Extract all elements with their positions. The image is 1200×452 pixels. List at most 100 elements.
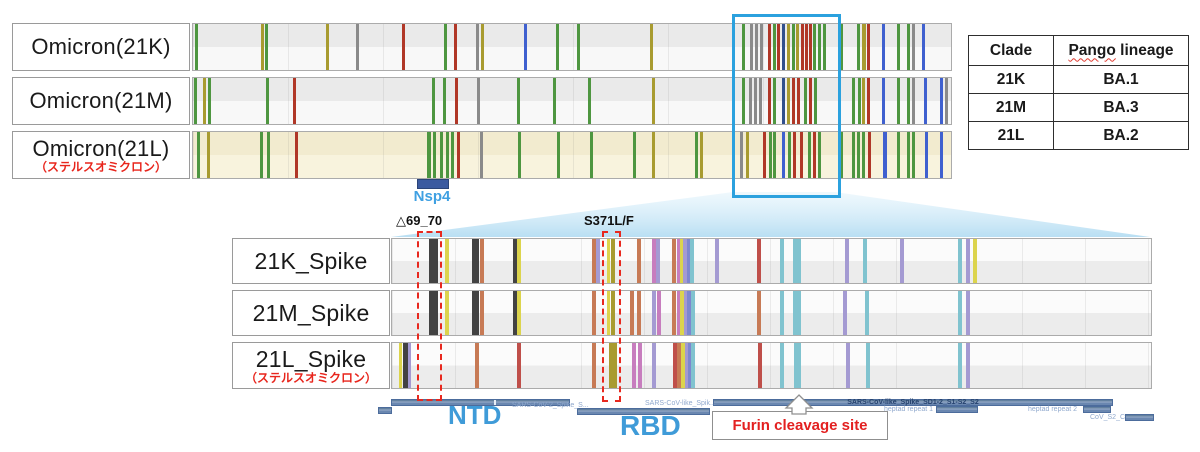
lineage-cell: BA.2 xyxy=(1053,121,1189,150)
mutation-bar xyxy=(587,78,591,124)
mutation-bar xyxy=(759,24,763,70)
mutation-bar xyxy=(632,343,637,388)
mutation-bar xyxy=(577,24,581,70)
mutation-bar xyxy=(912,132,916,178)
mutation-bar xyxy=(966,343,971,388)
mutation-bar xyxy=(513,291,518,335)
mutation-bar xyxy=(403,343,410,388)
spike-region-highlight-box xyxy=(732,14,841,198)
furin-cleavage-site-box: Furin cleavage site xyxy=(712,411,888,440)
mutation-bar xyxy=(655,239,660,283)
ntd-tiny-label: SARS-CoV-2_Spike_S... xyxy=(512,402,589,409)
header-pango-lineage: Pango lineage xyxy=(1053,35,1189,66)
mutation-bar xyxy=(652,239,657,283)
track-label-text: Omicron(21M) xyxy=(29,88,173,114)
del69-70-dashed-box xyxy=(417,231,442,401)
mutation-bar xyxy=(454,24,458,70)
mutation-bar xyxy=(781,132,785,178)
mutation-bar xyxy=(840,132,844,178)
mutation-bar xyxy=(439,132,443,178)
mutation-bar xyxy=(867,78,871,124)
mutation-bar xyxy=(607,291,611,335)
mutation-bar xyxy=(690,291,695,335)
mutation-bar xyxy=(607,239,611,283)
mutation-bar xyxy=(809,78,812,124)
mutation-bar xyxy=(407,343,411,388)
s371-dashed-box xyxy=(602,231,621,402)
mutation-bar xyxy=(479,291,484,335)
mutation-bar xyxy=(677,239,682,283)
mutation-bar xyxy=(699,132,703,178)
mutation-bar xyxy=(680,239,685,283)
cov-s2-c-bar xyxy=(1125,414,1154,421)
rbd-tiny-label: SARS-CoV-like_Spik... xyxy=(645,400,716,407)
mutation-bar xyxy=(652,343,657,388)
mutation-bar xyxy=(896,132,900,178)
mutation-bar xyxy=(792,24,796,70)
mutation-bar xyxy=(812,24,816,70)
mutation-bar xyxy=(433,132,437,178)
lineage-cell: BA.1 xyxy=(1053,65,1189,94)
table-row: 21M BA.3 xyxy=(968,93,1189,122)
mutation-bar xyxy=(840,24,844,70)
mutation-bar xyxy=(652,132,656,178)
mutation-bar xyxy=(399,343,403,388)
track-label-21k-spike: 21K_Spike xyxy=(232,238,390,284)
mutation-bar xyxy=(768,24,772,70)
mutation-bar xyxy=(451,132,455,178)
mutation-bar xyxy=(552,78,556,124)
segment-divider xyxy=(494,400,496,405)
mutation-bar xyxy=(796,78,800,124)
mutation-bar xyxy=(862,24,867,70)
mutation-bar xyxy=(260,24,264,70)
track-label-text: 21L_Spike xyxy=(255,345,367,372)
mutation-bar xyxy=(476,24,480,70)
mutation-bar xyxy=(740,132,744,178)
cov-s2-c-label: CoV_S2_C xyxy=(1090,414,1126,421)
furin-cleavage-site-label: Furin cleavage site xyxy=(732,417,868,434)
mutation-bar xyxy=(207,78,211,124)
mutation-bar xyxy=(555,24,559,70)
mutation-bar xyxy=(742,78,746,124)
track-label-21m-spike: 21M_Spike xyxy=(232,290,390,336)
mutation-bar xyxy=(749,78,753,124)
mutation-bar xyxy=(957,343,962,388)
mutation-bar xyxy=(517,132,521,178)
mutation-bar xyxy=(480,24,484,70)
mutation-bar xyxy=(818,132,822,178)
mutation-bar xyxy=(794,343,799,388)
mutation-bar xyxy=(796,24,800,70)
mutation-bar xyxy=(445,132,449,178)
mutation-bar xyxy=(715,239,720,283)
ntd-label: NTD xyxy=(448,400,502,430)
mutation-bar xyxy=(432,78,436,124)
mutation-bar xyxy=(455,78,459,124)
mutation-bar xyxy=(592,239,597,283)
mutation-bar xyxy=(852,78,856,124)
mutation-bar xyxy=(803,78,807,124)
s2-bar-label: SARS-CoV-like_Spike_SD1-2_S1-S2_S2 xyxy=(847,399,979,406)
mutation-bar xyxy=(479,239,484,283)
mutation-bar xyxy=(292,78,296,124)
track-label-21l-spike: 21L_Spike （ステルスオミクロン） xyxy=(232,342,390,389)
mutation-bar xyxy=(844,239,849,283)
track-label-text: Omicron(21L) xyxy=(32,135,170,161)
mutation-bar xyxy=(805,24,809,70)
mutation-bar xyxy=(780,291,785,335)
track-label-text: Omicron(21K) xyxy=(31,34,171,60)
mutation-bar xyxy=(260,132,264,178)
clade-cell: 21L xyxy=(968,121,1054,150)
mutation-bar xyxy=(680,343,685,388)
spike-track-21k xyxy=(391,238,1152,284)
mutation-bar xyxy=(513,239,518,283)
mutation-bar xyxy=(749,24,753,70)
mutation-bar xyxy=(787,24,791,70)
genome-track-omicron-21k xyxy=(192,23,952,71)
mutation-bar xyxy=(194,78,198,124)
mutation-bar xyxy=(912,24,916,70)
mutation-bar xyxy=(683,239,688,283)
track-label-omicron-21k: Omicron(21K) xyxy=(12,23,190,71)
mutation-bar xyxy=(687,343,692,388)
table-row: 21K BA.1 xyxy=(968,65,1189,94)
mutation-bar xyxy=(781,78,785,124)
